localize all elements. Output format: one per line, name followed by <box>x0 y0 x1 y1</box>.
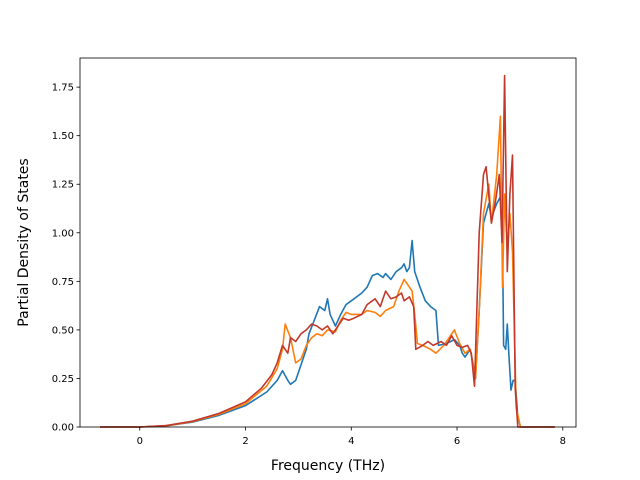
series-line-2 <box>100 115 555 428</box>
plot-frame <box>79 57 577 428</box>
plot-lines <box>100 74 555 428</box>
y-axis-ticks: 0.00 0.25 0.50 0.75 1.00 1.25 1.50 1.75 <box>52 83 80 434</box>
y-tick-label: 1.25 <box>52 180 74 191</box>
y-tick-label: 1.75 <box>52 83 74 94</box>
x-tick-label: 0 <box>137 436 143 447</box>
x-axis-ticks: 0 2 4 6 8 <box>137 427 566 447</box>
y-tick-label: 0.75 <box>52 277 74 288</box>
x-axis-label: Frequency (THz) <box>271 458 385 474</box>
y-tick-label: 0.50 <box>52 325 74 336</box>
y-axis-label: Partial Density of States <box>16 158 32 326</box>
x-tick-label: 2 <box>242 436 248 447</box>
x-tick-label: 4 <box>348 436 354 447</box>
y-tick-label: 0.00 <box>52 423 74 434</box>
x-tick-label: 8 <box>560 436 566 447</box>
y-tick-label: 1.50 <box>52 131 74 142</box>
y-tick-label: 0.25 <box>52 374 74 385</box>
y-tick-label: 1.00 <box>52 228 74 239</box>
series-line-3 <box>100 74 555 428</box>
series-line-1 <box>100 193 555 428</box>
x-tick-label: 6 <box>454 436 460 447</box>
